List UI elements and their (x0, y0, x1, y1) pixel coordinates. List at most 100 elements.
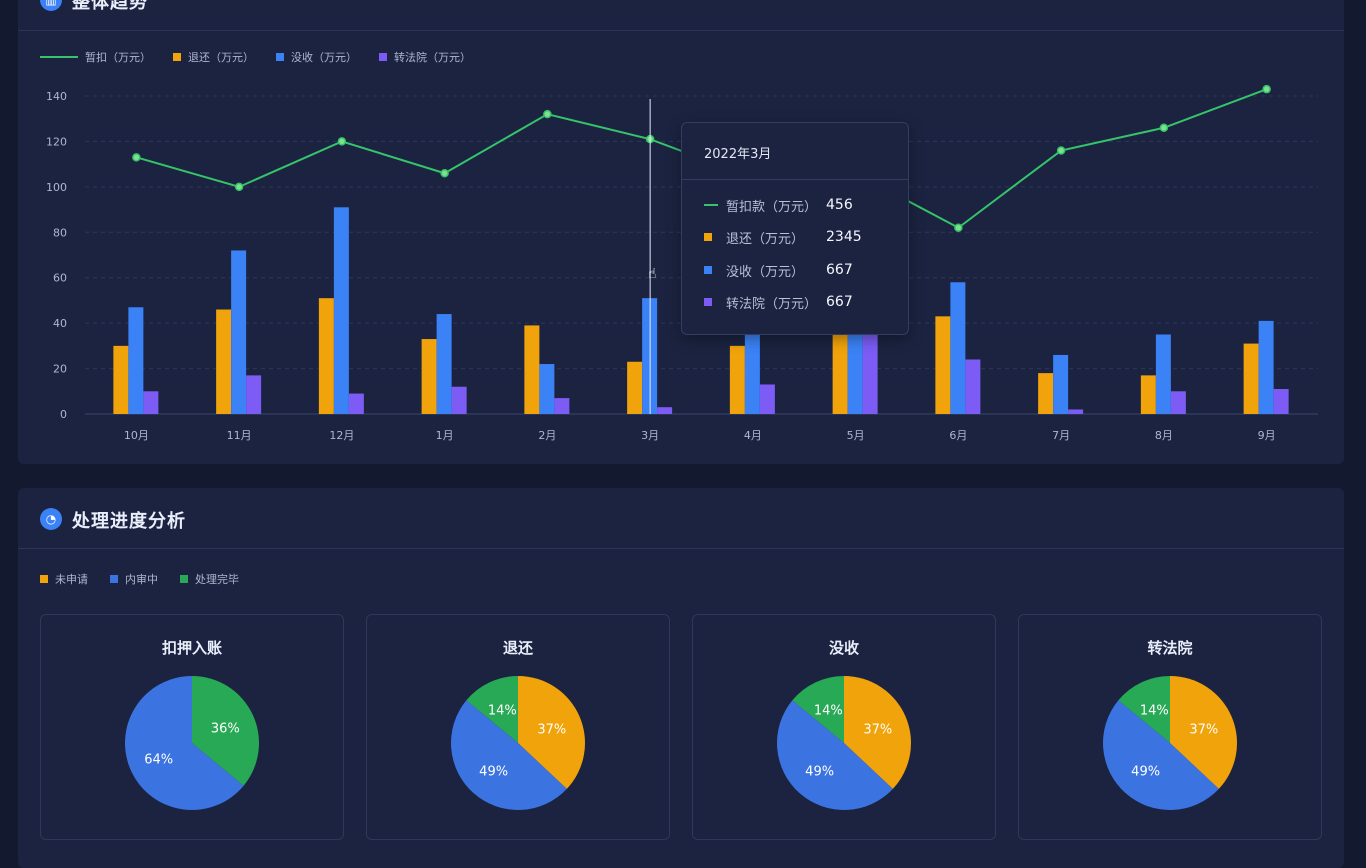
pie-value-label: 49% (1131, 765, 1160, 780)
bar-0 (524, 325, 540, 414)
y-tick-label: 80 (53, 226, 67, 239)
bar-1 (231, 250, 247, 414)
line-point (440, 168, 449, 178)
tooltip-row: 转法院（万元） 667 (704, 292, 853, 312)
pie-value-label: 64% (144, 753, 173, 768)
legend-item-court[interactable]: 转法院（万元） (379, 49, 471, 65)
bar-chart-icon: ▥ (40, 0, 62, 11)
legend-item-pending[interactable]: 未申请 (40, 571, 88, 587)
y-tick-label: 20 (53, 363, 67, 376)
line-point (954, 223, 963, 232)
legend-label-confiscate: 没收（万元） (291, 51, 357, 64)
bar-1 (539, 364, 555, 414)
line-swatch-icon (704, 204, 718, 206)
line-point (132, 153, 141, 162)
pie-slice (125, 676, 244, 810)
legend-label-refund: 退还（万元） (188, 51, 254, 64)
line-point (543, 109, 552, 119)
x-tick-label: 6月 (949, 429, 967, 442)
pie-slice (451, 700, 567, 810)
tooltip-row-value: 667 (826, 294, 853, 310)
x-tick-label: 11月 (227, 429, 252, 442)
pie-value-label: 37% (1189, 722, 1218, 737)
pie-card-court: 转法院 37% 49% 14% (1018, 614, 1322, 840)
pie-chart-icon: ◔ (40, 508, 62, 530)
legend-item-confiscate[interactable]: 没收（万元） (276, 49, 357, 65)
bar-0 (1140, 375, 1156, 414)
legend-label-court: 转法院（万元） (394, 51, 471, 64)
square-swatch-icon (379, 53, 387, 61)
y-tick-label: 100 (46, 181, 67, 194)
bar-2 (1273, 389, 1289, 414)
tooltip-row: 退还（万元） 2345 (704, 227, 862, 247)
tooltip-row: 暂扣款（万元） 456 (704, 195, 853, 215)
bar-2 (554, 398, 570, 414)
pie-value-label: 14% (488, 704, 517, 719)
pie-slice (844, 676, 911, 789)
bar-2 (143, 391, 159, 414)
legend-item-done[interactable]: 处理完毕 (180, 571, 239, 587)
bar-1 (847, 327, 863, 414)
bar-0 (627, 361, 643, 414)
square-swatch-icon (40, 575, 48, 583)
pie-title: 退还 (502, 639, 533, 657)
pie-title: 没收 (828, 639, 859, 657)
bar-1 (1258, 320, 1274, 414)
bar-0 (1243, 343, 1259, 414)
line-point (337, 137, 347, 146)
pie-chart-confiscate[interactable]: 37% 49% 14% (693, 615, 995, 839)
legend-label-pending: 未申请 (55, 573, 88, 586)
pie-slice (1118, 676, 1170, 743)
bar-2 (862, 334, 878, 414)
square-swatch-icon (110, 575, 118, 583)
square-swatch-icon (276, 53, 284, 61)
x-tick-label: 3月 (641, 429, 659, 442)
bar-2 (1068, 409, 1084, 414)
legend-item-reviewing[interactable]: 内审中 (110, 571, 158, 587)
legend-item-refund[interactable]: 退还（万元） (173, 49, 254, 65)
bar-0 (113, 345, 129, 414)
square-swatch-icon (180, 575, 188, 583)
pie-chart-seizure[interactable]: 64% 36% (41, 615, 343, 839)
pie-value-label: 49% (805, 765, 834, 780)
bar-1 (436, 314, 452, 414)
tooltip-row-label: 转法院（万元） (726, 296, 818, 312)
pie-slice (1170, 676, 1237, 789)
x-tick-label: 1月 (436, 429, 454, 442)
pie-value-label: 49% (479, 765, 508, 780)
bar-2 (246, 375, 262, 414)
pie-card-confiscate: 没收 37% 49% 14% (692, 614, 996, 840)
progress-panel: ◔ 处理进度分析 未申请 内审中 处理完毕 扣押入账 64% 36% 退还 37%… (18, 488, 1344, 868)
trend-panel-header: ▥ 整体趋势 (18, 0, 1344, 31)
bar-1 (1155, 334, 1171, 414)
bar-2 (1170, 391, 1186, 414)
trend-chart[interactable]: 0 20 40 60 80 100 120 140 10月 11月 12月 1月 2月 3月 4月 5月 6月 7… (0, 0, 1366, 470)
bar-1 (950, 282, 966, 414)
trend-legend[interactable]: 暂扣（万元） 退还（万元） 没收（万元） 转法院（万元） (40, 49, 471, 65)
pie-slice (1103, 700, 1219, 810)
pie-chart-court[interactable]: 37% 49% 14% (1019, 615, 1321, 839)
hand-cursor-icon: ☝ (648, 266, 657, 282)
bar-1 (1053, 354, 1069, 414)
bar-2 (657, 407, 673, 414)
bar-0 (318, 298, 334, 414)
pie-title: 扣押入账 (161, 639, 222, 657)
bar-2 (759, 384, 775, 414)
trend-panel-title: 整体趋势 (72, 0, 148, 13)
pie-chart-refund[interactable]: 37% 49% 14% (367, 615, 669, 839)
line-point (1262, 84, 1271, 94)
pie-slice (518, 676, 585, 789)
bar-1 (128, 307, 144, 414)
tooltip-row: 没收（万元） 667 (704, 260, 853, 280)
square-swatch-icon (704, 266, 712, 274)
bar-2 (451, 386, 467, 414)
pie-value-label: 36% (211, 721, 240, 736)
legend-label-done: 处理完毕 (195, 573, 239, 586)
pie-card-seizure: 扣押入账 64% 36% (40, 614, 344, 840)
progress-legend[interactable]: 未申请 内审中 处理完毕 (40, 571, 239, 587)
legend-item-hold[interactable]: 暂扣（万元） (40, 49, 151, 65)
square-swatch-icon (173, 53, 181, 61)
pie-title: 转法院 (1147, 639, 1193, 657)
pie-slice (792, 676, 844, 743)
x-tick-label: 10月 (124, 429, 149, 442)
